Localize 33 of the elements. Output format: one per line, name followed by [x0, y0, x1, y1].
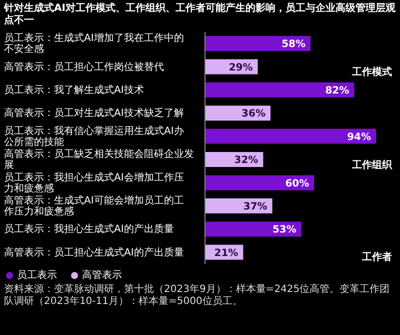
y-tick-label: 高管表示：员工担心工作岗位被替代: [4, 60, 164, 73]
bar: [205, 175, 314, 190]
bar: [205, 82, 354, 98]
y-tick-label: 员工表示：生成式AI增加了我在工作中的不安全感: [4, 32, 184, 55]
y-tick-label: 高管表示：员工对生成式AI技术缺乏了解: [4, 106, 184, 119]
data-label: 29%: [228, 62, 253, 74]
legend-label: 高管表示: [82, 268, 122, 282]
y-tick-label: 高管表示：员工担心生成式AI的产出质量: [4, 246, 184, 258]
y-tick-label: 高管表示：员工缺乏相关技能会阻碍企业发展: [4, 148, 194, 171]
y-tick-label: 高管表示：生成式AI可能会增加员工的工作压力和疲惫感: [3, 194, 184, 218]
annotation: 工作者: [361, 250, 392, 264]
chart-title: 针对生成式AI对工作模式、工作组织、工作者可能产生的影响，员工与企业高级管理层观点不一: [4, 3, 396, 27]
annotation: 工作组织: [351, 158, 392, 172]
y-tick-label: 员工表示：我担心生成式AI的产出质量: [4, 222, 174, 235]
legend-label: 员工表示: [17, 268, 57, 282]
bar: [205, 36, 311, 51]
data-label: 94%: [347, 132, 371, 143]
y-tick-label: 员工表示：我有信心掌握运用生成式AI办公所需的技能: [4, 124, 184, 148]
data-label: 60%: [285, 178, 310, 190]
data-label: 32%: [234, 155, 258, 166]
data-label: 53%: [272, 224, 296, 236]
text: 资料来源：变革脉动调研，第十批（2023年9月）：样本量=2425位高管。变革工作团队调研（2023年10-11月）：样本量=5000位员工。: [4, 284, 391, 308]
data-label: 21%: [214, 248, 238, 259]
bar: [205, 198, 272, 214]
bar: [205, 128, 376, 144]
data-label: 36%: [242, 108, 266, 120]
y-tick-label: 员工表示：我担心生成式AI会增加工作压力和疲惫感: [4, 171, 184, 194]
y-tick-label: 员工表示：我了解生成式AI技术: [4, 84, 144, 96]
data-label: 58%: [282, 39, 306, 50]
annotation: 工作模式: [351, 66, 392, 79]
data-label: 82%: [325, 85, 350, 96]
data-label: 37%: [243, 201, 268, 212]
bar: [205, 222, 302, 237]
